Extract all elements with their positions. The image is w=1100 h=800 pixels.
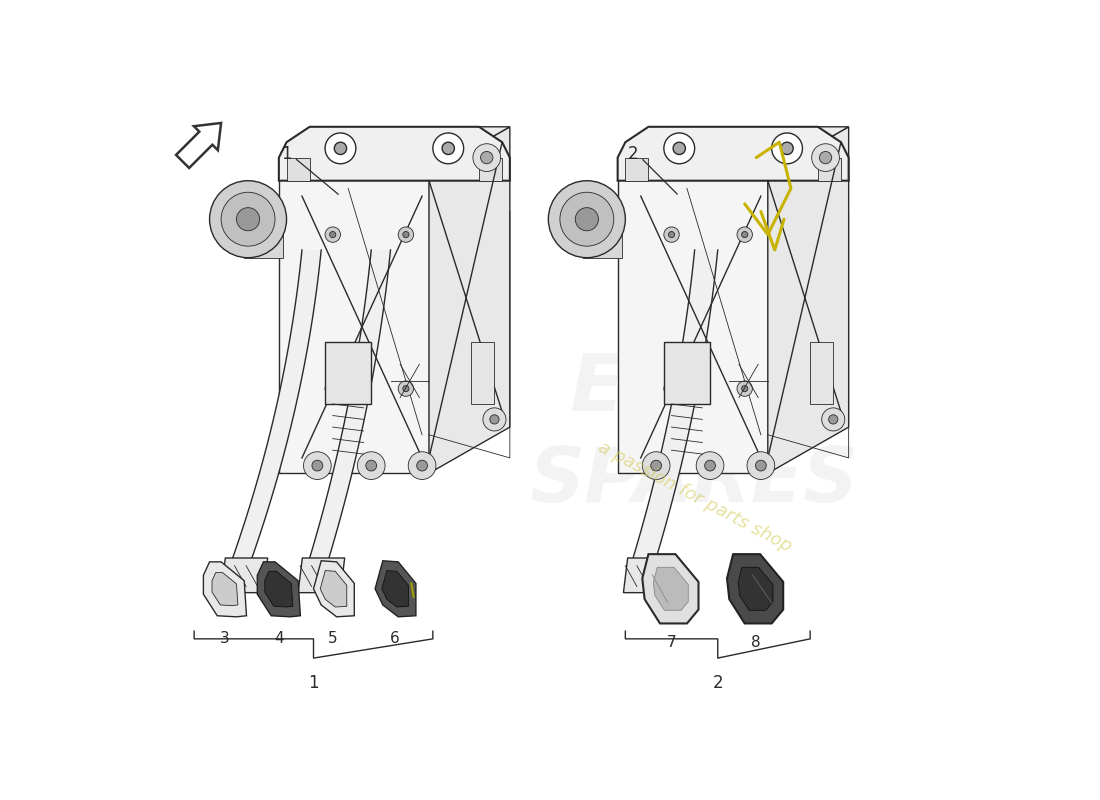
Bar: [625, 158, 648, 181]
Circle shape: [398, 381, 414, 396]
Text: 1: 1: [308, 674, 319, 691]
Circle shape: [408, 452, 436, 479]
Polygon shape: [279, 126, 509, 173]
Circle shape: [330, 231, 336, 238]
Bar: [244, 219, 283, 258]
Circle shape: [483, 408, 506, 431]
Text: EURO: EURO: [570, 350, 820, 427]
Polygon shape: [653, 567, 689, 610]
Circle shape: [651, 460, 661, 471]
Polygon shape: [232, 250, 321, 558]
Circle shape: [696, 452, 724, 479]
Circle shape: [221, 192, 275, 246]
Text: 7: 7: [667, 635, 676, 650]
Circle shape: [575, 208, 598, 230]
Text: 5: 5: [328, 631, 338, 646]
Polygon shape: [618, 126, 849, 173]
Text: 6: 6: [389, 631, 399, 646]
Circle shape: [403, 386, 409, 392]
Circle shape: [669, 386, 674, 392]
Text: 1: 1: [282, 145, 292, 162]
Circle shape: [403, 231, 409, 238]
Bar: [583, 219, 621, 258]
Polygon shape: [310, 250, 390, 558]
Circle shape: [781, 142, 793, 154]
Circle shape: [737, 381, 752, 396]
Polygon shape: [738, 567, 773, 610]
Polygon shape: [624, 558, 670, 593]
Polygon shape: [279, 126, 509, 181]
Circle shape: [442, 142, 454, 154]
Circle shape: [417, 460, 428, 471]
Circle shape: [481, 151, 493, 164]
Bar: [478, 158, 502, 181]
Bar: [817, 158, 840, 181]
Circle shape: [737, 227, 752, 242]
Text: 3: 3: [220, 631, 230, 646]
Circle shape: [490, 414, 499, 424]
Polygon shape: [768, 126, 849, 474]
Text: 2: 2: [713, 674, 723, 691]
Circle shape: [663, 381, 680, 396]
Polygon shape: [634, 250, 717, 558]
Circle shape: [741, 231, 748, 238]
Circle shape: [664, 133, 695, 164]
Circle shape: [741, 386, 748, 392]
Polygon shape: [204, 562, 246, 617]
Polygon shape: [429, 126, 509, 474]
Bar: [663, 342, 711, 404]
Circle shape: [705, 460, 715, 471]
Polygon shape: [212, 573, 238, 606]
Circle shape: [326, 381, 341, 396]
Polygon shape: [221, 558, 267, 593]
Circle shape: [366, 460, 376, 471]
Circle shape: [548, 181, 625, 258]
Circle shape: [756, 460, 767, 471]
Circle shape: [304, 452, 331, 479]
Polygon shape: [298, 558, 344, 593]
Polygon shape: [314, 561, 354, 617]
Circle shape: [334, 142, 346, 154]
Polygon shape: [257, 562, 300, 617]
Circle shape: [673, 142, 685, 154]
Polygon shape: [320, 570, 346, 607]
Polygon shape: [375, 561, 416, 617]
Circle shape: [772, 133, 802, 164]
Text: a passion for parts shop: a passion for parts shop: [595, 438, 794, 555]
Circle shape: [828, 414, 838, 424]
Circle shape: [812, 144, 839, 171]
Circle shape: [433, 133, 464, 164]
Circle shape: [822, 408, 845, 431]
Circle shape: [747, 452, 774, 479]
Polygon shape: [265, 571, 293, 607]
Text: 4: 4: [274, 631, 284, 646]
Bar: [286, 158, 310, 181]
Polygon shape: [618, 173, 768, 474]
Circle shape: [398, 227, 414, 242]
Polygon shape: [642, 554, 698, 623]
Text: 8: 8: [751, 635, 761, 650]
Circle shape: [326, 227, 341, 242]
Circle shape: [330, 386, 336, 392]
Circle shape: [642, 452, 670, 479]
Text: SPARES: SPARES: [530, 444, 859, 518]
Circle shape: [209, 181, 286, 258]
Text: 2: 2: [628, 145, 638, 162]
Circle shape: [236, 208, 260, 230]
Circle shape: [312, 460, 322, 471]
Circle shape: [663, 227, 680, 242]
Circle shape: [669, 231, 674, 238]
Circle shape: [473, 144, 500, 171]
Circle shape: [358, 452, 385, 479]
Polygon shape: [382, 570, 408, 607]
Circle shape: [560, 192, 614, 246]
Bar: [810, 342, 834, 404]
Polygon shape: [279, 173, 429, 474]
Circle shape: [326, 133, 355, 164]
Bar: [326, 342, 371, 404]
Polygon shape: [727, 554, 783, 623]
Bar: [471, 342, 495, 404]
Polygon shape: [618, 126, 849, 181]
Circle shape: [820, 151, 832, 164]
